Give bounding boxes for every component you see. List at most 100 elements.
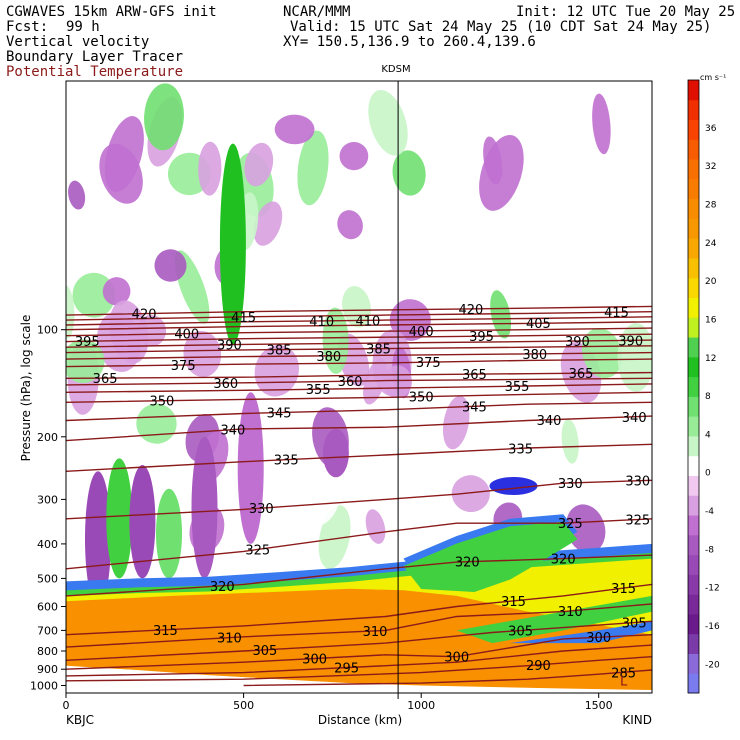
isentrope-label: 355 xyxy=(306,383,331,398)
y-tick-label: 800 xyxy=(37,645,58,658)
colorbar-swatch xyxy=(688,613,699,635)
velocity-blob xyxy=(339,141,369,171)
isentrope-label: 410 xyxy=(355,314,380,329)
isentrope-label: 315 xyxy=(501,595,526,610)
isentrope-label: 310 xyxy=(363,625,388,640)
isentrope-label: 325 xyxy=(245,544,270,559)
model-title: CGWAVES 15km ARW-GFS init xyxy=(6,4,217,20)
colorbar-label: 8 xyxy=(705,392,711,402)
valid-time: Valid: 15 UTC Sat 24 May 25 (10 CDT Sat … xyxy=(290,19,712,35)
isentrope-label: 330 xyxy=(558,477,583,492)
wave-column xyxy=(219,143,246,345)
isentrope-label: 375 xyxy=(416,356,441,371)
isentrope-label: 360 xyxy=(338,375,363,390)
isentrope-label: 295 xyxy=(334,662,359,677)
velocity-blob xyxy=(337,210,363,240)
field-potential-temperature: Potential Temperature xyxy=(6,64,184,80)
wave-column xyxy=(85,471,111,607)
isentrope-label: 310 xyxy=(217,632,242,647)
colorbar-swatch xyxy=(688,356,699,378)
isentrope-label: 350 xyxy=(149,395,174,410)
colorbar-swatch xyxy=(688,594,699,615)
velocity-blob xyxy=(254,345,299,397)
colorbar-swatch xyxy=(688,257,699,279)
isentrope-380 xyxy=(66,351,652,360)
isentrope-320 xyxy=(66,554,652,597)
isentropes-layer xyxy=(66,305,652,687)
colorbar-label: -4 xyxy=(705,507,714,517)
isentrope-label: 400 xyxy=(174,328,199,343)
isentrope-395 xyxy=(66,333,652,343)
isentrope-400 xyxy=(66,327,652,337)
isentrope-label: 300 xyxy=(586,631,611,646)
wave-column xyxy=(322,428,349,478)
isentrope-label: 315 xyxy=(611,582,636,597)
isentrope-label: 300 xyxy=(444,651,469,666)
isentrope-305 xyxy=(66,620,652,661)
isentrope-label: 355 xyxy=(505,380,530,395)
colorbar-label: -12 xyxy=(705,584,720,594)
isentrope-label: 345 xyxy=(267,407,292,422)
velocity-blob xyxy=(154,249,187,282)
colorbar-swatch xyxy=(688,178,699,200)
station-right: KIND xyxy=(622,713,652,727)
x-axis-label: Distance (km) xyxy=(318,713,402,727)
colorbar-swatch xyxy=(688,198,699,219)
colorbar-swatch xyxy=(688,554,699,575)
isentrope-355 xyxy=(66,383,652,393)
isentrope-label: 340 xyxy=(537,414,562,429)
velocity-blob xyxy=(68,180,86,210)
colorbar-label: 12 xyxy=(705,354,716,364)
colorbar-label: 36 xyxy=(705,124,717,134)
isentrope-label: 420 xyxy=(132,308,157,323)
velocity-blob xyxy=(297,130,329,206)
isentrope-410 xyxy=(66,316,652,326)
isentrope-label: 415 xyxy=(604,306,629,321)
isentrope-295 xyxy=(66,644,652,677)
isentrope-label: 415 xyxy=(231,311,256,326)
x-tick-label: 1000 xyxy=(407,699,435,712)
colorbar-label: -16 xyxy=(705,622,720,632)
colorbar-swatch xyxy=(688,515,699,536)
isentrope-330 xyxy=(66,479,652,520)
elevated-plume-green xyxy=(403,521,578,592)
colorbar-swatch xyxy=(688,574,699,595)
velocity-blob xyxy=(392,150,426,196)
isentrope-label: 400 xyxy=(409,325,434,340)
isentrope-label: 380 xyxy=(316,350,341,365)
plume-cap xyxy=(489,477,538,495)
colorbar-swatch xyxy=(688,633,699,654)
colorbar-swatch xyxy=(688,119,699,140)
colorbar-swatch xyxy=(688,673,699,694)
xy-range: XY= 150.5,136.9 to 260.4,139.6 xyxy=(283,34,536,50)
fcst-value: 99 h xyxy=(66,19,100,35)
isentrope-label: 385 xyxy=(267,344,292,359)
isentrope-365 xyxy=(66,371,652,379)
x-tick-label: 500 xyxy=(233,699,254,712)
wave-column xyxy=(106,458,133,579)
isentrope-label: 360 xyxy=(213,377,238,392)
y-tick-label: 200 xyxy=(37,431,58,444)
isentrope-label: 320 xyxy=(455,556,480,571)
colorbar-label: 20 xyxy=(705,277,717,287)
isentrope-label: 380 xyxy=(522,348,547,363)
y-tick-label: 300 xyxy=(37,493,58,506)
colorbar-label: 0 xyxy=(705,469,711,479)
velocity-blob xyxy=(99,143,143,204)
isentrope-label: 315 xyxy=(153,624,178,639)
colorbar-label: 32 xyxy=(705,162,716,172)
velocity-blob xyxy=(244,142,274,187)
isentrope-415 xyxy=(66,311,652,321)
velocity-blob xyxy=(483,136,503,185)
isentrope-315 xyxy=(66,583,652,636)
colorbar-swatch xyxy=(688,495,699,516)
isentrope-label: 330 xyxy=(625,475,650,490)
y-tick-label: 400 xyxy=(37,538,58,551)
isentrope-label: 305 xyxy=(252,644,277,659)
colorbar-swatch xyxy=(688,277,699,299)
isentrope-345 xyxy=(66,401,652,422)
extra-label: L xyxy=(620,675,628,690)
isentrope-405 xyxy=(66,321,652,331)
field-boundary-layer-tracer: Boundary Layer Tracer xyxy=(6,49,184,65)
